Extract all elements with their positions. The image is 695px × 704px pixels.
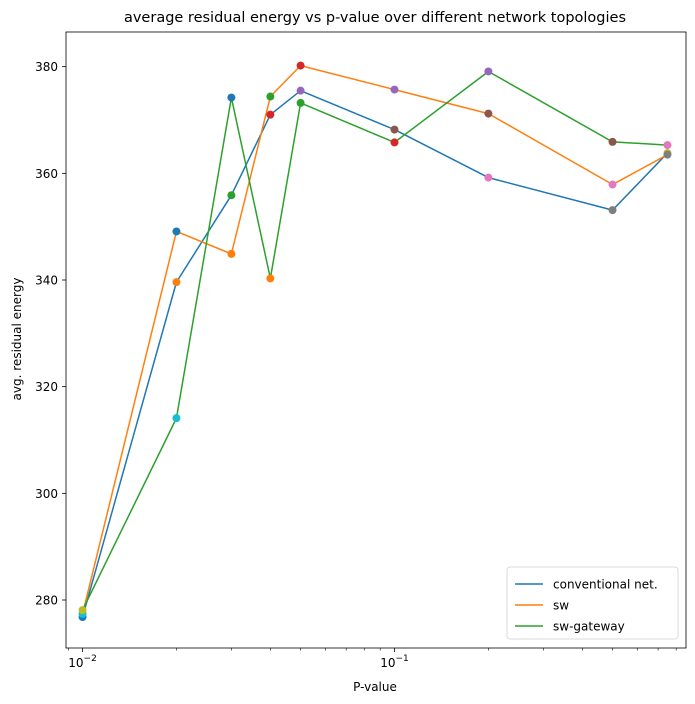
data-point bbox=[296, 98, 305, 107]
data-point bbox=[172, 227, 181, 236]
data-point bbox=[608, 180, 617, 189]
data-point bbox=[663, 141, 672, 150]
data-point bbox=[484, 109, 493, 118]
data-point bbox=[390, 138, 399, 147]
data-point bbox=[296, 61, 305, 70]
y-tick-label: 280 bbox=[35, 594, 58, 608]
data-point bbox=[78, 606, 87, 615]
data-point bbox=[608, 137, 617, 146]
x-axis-title: P-value bbox=[353, 680, 397, 694]
y-axis-title: avg. residual energy bbox=[10, 278, 24, 401]
data-point bbox=[172, 414, 181, 423]
legend-label: conventional net. bbox=[553, 578, 658, 592]
y-tick-label: 340 bbox=[35, 274, 58, 288]
data-point bbox=[172, 278, 181, 287]
y-tick-label: 360 bbox=[35, 167, 58, 181]
data-point bbox=[266, 274, 275, 283]
plot-frame bbox=[65, 31, 687, 649]
y-tick-label: 380 bbox=[35, 60, 58, 74]
legend-box bbox=[506, 566, 679, 640]
series-line-sw bbox=[81, 64, 668, 615]
x-tick-label: 10−2 bbox=[68, 654, 97, 670]
legend-label: sw-gateway bbox=[553, 620, 625, 634]
data-point bbox=[227, 191, 236, 200]
data-point bbox=[608, 206, 617, 215]
legend-label: sw bbox=[553, 599, 569, 613]
data-point bbox=[227, 93, 236, 102]
series-line-conventional-net- bbox=[81, 89, 669, 618]
y-tick-label: 320 bbox=[35, 380, 58, 394]
data-point bbox=[390, 85, 399, 94]
data-point bbox=[390, 125, 399, 134]
data-point bbox=[266, 110, 275, 119]
y-tick-label: 300 bbox=[35, 487, 58, 501]
data-point bbox=[484, 173, 493, 182]
data-point bbox=[484, 67, 493, 76]
data-point bbox=[663, 150, 672, 159]
data-point bbox=[227, 249, 236, 258]
chart-title: average residual energy vs p-value over … bbox=[124, 10, 626, 26]
x-tick-label: 10−1 bbox=[380, 654, 409, 670]
data-point bbox=[266, 92, 275, 101]
data-point bbox=[296, 86, 305, 95]
series-line-sw-gateway bbox=[81, 70, 668, 611]
